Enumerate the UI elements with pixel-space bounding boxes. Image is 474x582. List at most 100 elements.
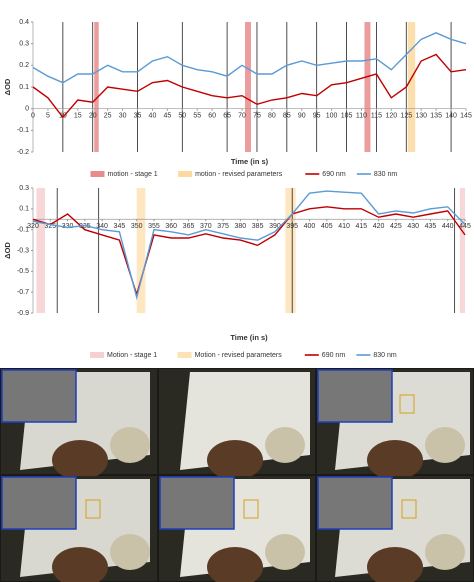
motion-region [94, 22, 99, 152]
legend-label: Motion - revised parameters [195, 352, 283, 359]
x-tick-label: 50 [178, 113, 186, 120]
x-tick-label: 370 [200, 223, 212, 230]
legend-label: 690 nm [322, 352, 346, 359]
head [265, 427, 305, 463]
y-tick-label: 0.3 [19, 185, 29, 192]
inset [317, 369, 393, 423]
x-tick-label: 90 [298, 113, 306, 120]
x-tick-label: 75 [253, 113, 261, 120]
chart: -0.9 -0.7 -0.5 -0.3 -0.1 0.1 0.3 320 325 330 335 34… [3, 185, 471, 359]
x-tick-label: 325 [44, 223, 56, 230]
x-tick-label: 385 [252, 223, 264, 230]
x-axis-label: Time (in s) [230, 333, 268, 342]
x-tick-label: 335 [79, 223, 91, 230]
head [110, 534, 150, 570]
y-tick-label: -0.1 [17, 227, 29, 234]
inset [159, 476, 235, 530]
frame [159, 369, 315, 480]
inset [1, 476, 77, 530]
x-tick-label: 30 [119, 113, 127, 120]
x-tick-label: 5 [46, 113, 50, 120]
x-tick-label: 100 [326, 113, 338, 120]
y-tick-label: -0.1 [17, 127, 29, 134]
x-tick-label: 330 [62, 223, 74, 230]
x-tick-label: 140 [445, 113, 457, 120]
y-tick-label: 0.1 [19, 206, 29, 213]
legend: motion - stage 1 motion - revised paramet… [90, 171, 397, 178]
x-tick-label: 115 [371, 113, 382, 120]
x-tick-label: 390 [269, 223, 281, 230]
x-tick-label: 85 [283, 113, 291, 120]
frame [317, 369, 473, 480]
data-line [32, 206, 466, 297]
y-tick-label: 0 [25, 106, 29, 113]
frame [1, 476, 157, 582]
x-tick-label: 60 [208, 113, 216, 120]
data-line [32, 32, 467, 84]
x-tick-label: 345 [114, 223, 126, 230]
x-tick-label: 35 [134, 113, 142, 120]
head [52, 547, 108, 582]
x-tick-label: 20 [89, 113, 97, 120]
x-tick-label: 445 [459, 223, 471, 230]
motion-region [459, 188, 465, 313]
y-tick-label: -0.7 [17, 289, 29, 296]
data-line [32, 190, 466, 301]
head [110, 427, 150, 463]
roi [399, 394, 415, 414]
x-tick-label: 400 [304, 223, 316, 230]
x-tick-label: 350 [131, 223, 143, 230]
x-tick-label: 380 [235, 223, 247, 230]
x-tick-label: 435 [425, 223, 437, 230]
motion-region [136, 188, 146, 313]
legend-label: motion - revised parameters [195, 171, 283, 178]
x-tick-label: 135 [430, 113, 442, 120]
y-axis-label: ΔOD [3, 78, 12, 95]
x-tick-label: 340 [96, 223, 108, 230]
y-tick-label: 0.2 [19, 62, 29, 69]
motion-region [36, 188, 46, 313]
motion-region [245, 22, 251, 152]
legend-label: motion - stage 1 [108, 171, 158, 178]
x-tick-label: 425 [390, 223, 402, 230]
x-tick-label: 415 [355, 223, 367, 230]
head [367, 440, 423, 480]
x-tick-label: 25 [104, 113, 112, 120]
legend-label: 690 nm [322, 171, 346, 178]
x-tick-label: 80 [268, 113, 276, 120]
x-tick-label: 120 [386, 113, 398, 120]
y-tick-label: -0.5 [17, 268, 29, 275]
x-tick-label: 105 [341, 113, 353, 120]
legend: Motion - stage 1 Motion - revised paramet… [90, 352, 397, 359]
frame [317, 476, 473, 582]
x-tick-label: 15 [74, 113, 82, 120]
inset [1, 369, 77, 423]
head [52, 440, 108, 480]
legend-label: Motion - stage 1 [107, 352, 157, 359]
x-tick-label: 360 [165, 223, 177, 230]
x-tick-label: 65 [223, 113, 231, 120]
y-axis-label: ΔOD [3, 242, 12, 259]
roi [85, 499, 101, 519]
head [425, 534, 465, 570]
x-tick-label: 125 [400, 113, 412, 120]
x-tick-label: 0 [31, 113, 35, 120]
x-tick-label: 110 [356, 113, 367, 120]
head [425, 427, 465, 463]
x-axis-label: Time (in s) [231, 157, 269, 166]
legend-swatch [90, 352, 104, 358]
x-tick-label: 320 [27, 223, 39, 230]
data-line [32, 53, 467, 119]
roi [401, 499, 417, 519]
y-tick-label: -0.2 [17, 149, 29, 156]
x-tick-label: 45 [163, 113, 171, 120]
y-tick-label: 0.4 [19, 19, 29, 26]
video-frames [0, 368, 474, 582]
y-tick-label: 0.3 [19, 41, 29, 48]
x-tick-label: 145 [460, 113, 472, 120]
head [207, 440, 263, 480]
x-tick-label: 395 [286, 223, 298, 230]
y-tick-label: 0.1 [19, 84, 29, 91]
x-tick-label: 440 [442, 223, 454, 230]
